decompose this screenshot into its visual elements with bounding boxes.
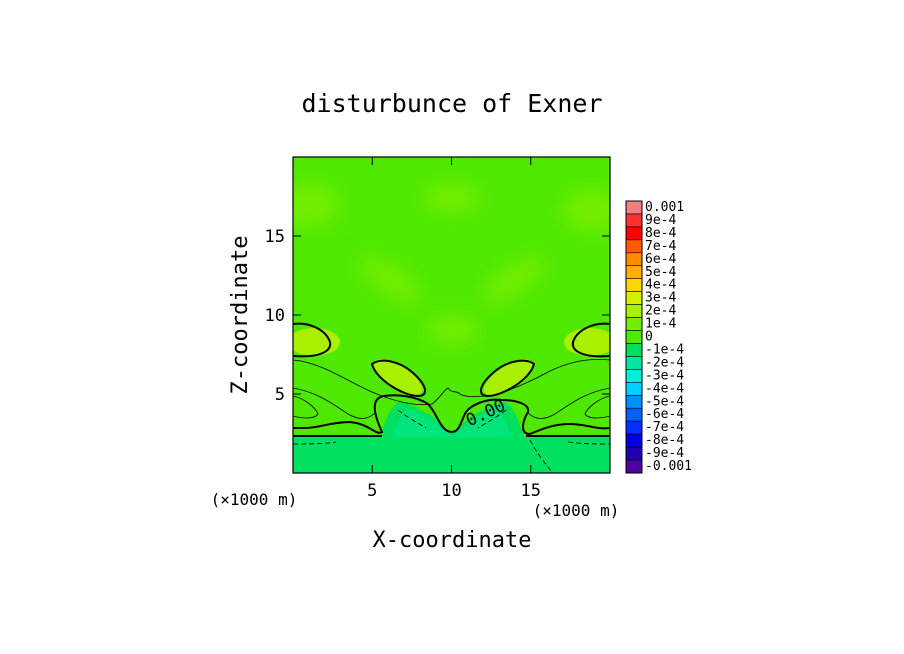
field-center-dip [380,402,524,437]
contour-thin-right-band [526,387,610,419]
x-tick-label-0: 5 [367,481,377,501]
field-right-v-lobe [483,359,533,395]
field-left-lobe [293,328,340,356]
colorbar-label-17: -7e-4 [645,420,684,435]
axis-ticks: 5 10 15 5 10 15 [265,157,610,501]
contour-zero-right-v [479,359,536,398]
colorbar-label-5: 5e-4 [645,265,676,280]
colorbar-label-1: 9e-4 [645,213,676,228]
x-tick-label-2: 15 [521,481,541,501]
field-blob-mid-center [426,314,478,346]
colorbar-swatch-7 [625,291,643,305]
y-tick-label-1: 10 [265,306,285,326]
colorbar-label-11: -1e-4 [645,342,684,357]
colorbar-swatch-15 [625,394,643,409]
colorbar-swatch-8 [625,304,643,318]
colorbar-label-16: -6e-4 [645,407,684,422]
colorbar-label-10: 0 [645,330,653,345]
colorbar-swatch-16 [625,407,643,422]
colorbar-swatch-12 [625,356,643,370]
colorbar-swatch-6 [625,278,643,292]
field-center-dip-inner [392,410,512,437]
contour-thin-left-inner [293,395,319,419]
colorbar-frame [625,200,643,474]
colorbar-label-13: -3e-4 [645,368,684,383]
colorbar-label-14: -4e-4 [645,381,684,396]
colorbar-swatch-17 [625,420,643,435]
colorbar-swatch-19 [625,446,643,461]
field-band-lower [293,360,610,436]
x-unit-label: (×1000 m) [211,490,298,509]
field-blob-top-center [422,183,482,213]
colorbar-label-7: 3e-4 [645,291,676,306]
y-axis-label: Z-coordinate [228,236,253,395]
colorbar-swatch-9 [625,317,643,331]
colorbar-label-20: -0.001 [645,459,692,474]
chart-title: disturbunce of Exner [301,89,602,118]
colorbar-swatch-4 [625,252,643,267]
z-unit-label: (×1000 m) [533,501,620,520]
contour-zero-right-lobe [571,322,610,358]
colorbar-label-9: 1e-4 [645,317,676,332]
field-blob-left-v [357,255,423,305]
colorbar-label-12: -2e-4 [645,355,684,370]
colorbar-swatch-14 [625,382,643,396]
colorbar-label-0: 0.001 [645,200,684,215]
y-tick-label-0: 5 [275,385,285,405]
colorbar-label-8: 2e-4 [645,304,676,319]
colorbar-label-6: 4e-4 [645,278,676,293]
colorbar-swatch-2 [625,226,643,241]
field-blob-right-v [481,255,547,305]
colorbar-label-18: -8e-4 [645,433,684,448]
colorbar-label-2: 8e-4 [645,226,676,241]
x-axis-label: X-coordinate [373,528,532,553]
colorbar-label-19: -9e-4 [645,446,684,461]
y-tick-label-2: 15 [265,227,285,247]
contour-thin-left-band [293,387,377,419]
colorbar-label-4: 6e-4 [645,252,676,267]
contour-field [293,157,610,473]
colorbar-swatch-0 [625,200,643,215]
colorbar-swatch-3 [625,239,643,254]
colorbar-swatch-5 [625,265,643,280]
x-tick-label-1: 10 [441,481,461,501]
contour-lines [293,322,610,473]
contour-zero-left-v [370,359,427,398]
field-blob-upper-right [562,188,610,232]
colorbar-label-3: 7e-4 [645,239,676,254]
contour-thin-right-inner [584,395,610,419]
colorbar-swatch-1 [625,213,643,228]
field-left-v-lobe [373,359,423,395]
contour-zero-left-lobe [293,322,332,358]
colorbar-swatch-18 [625,433,643,448]
contour-thin-upper [293,358,610,406]
colorbar-swatch-20 [625,459,643,474]
colorbar: 0.0019e-48e-47e-46e-45e-44e-43e-42e-41e-… [625,200,692,474]
colorbar-swatch-13 [625,369,643,383]
field-right-lobe [564,328,610,356]
field-blob-upper-left [293,183,340,227]
contour-dashed-bottom [293,409,610,473]
colorbar-label-15: -5e-4 [645,394,684,409]
contour-zero-lower [293,394,610,436]
colorbar-swatch-10 [625,330,643,344]
colorbar-swatch-11 [625,343,643,357]
